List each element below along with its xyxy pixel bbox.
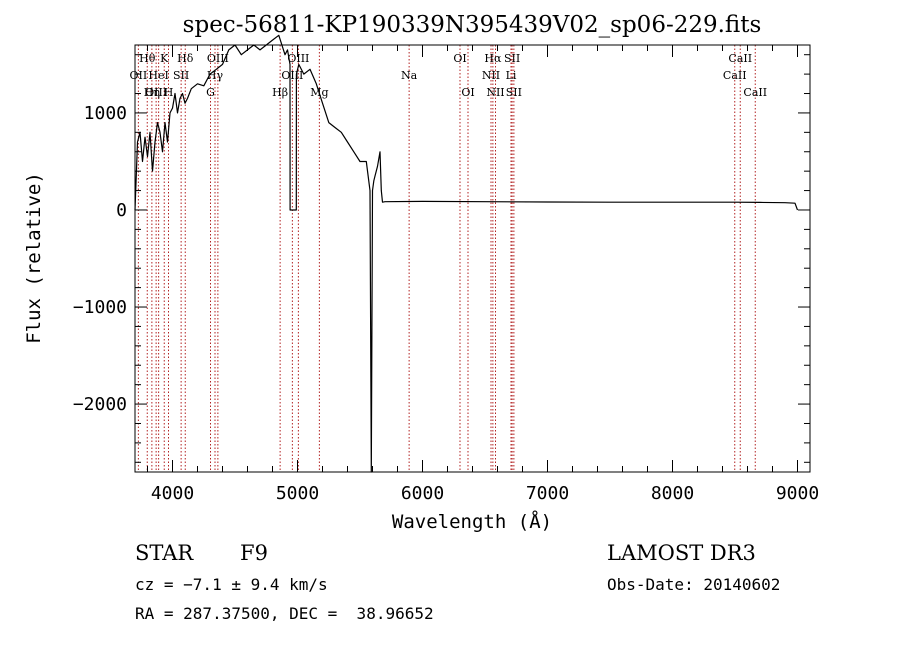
line-marker-label: Hβ: [272, 86, 288, 99]
line-marker-label: OIII: [145, 86, 167, 99]
y-axis: −2000 −1000 0 1000: [73, 54, 810, 463]
plot-frame: [134, 44, 811, 473]
y-tick-label: −1000: [73, 297, 127, 318]
line-marker-label: Hη: [144, 86, 160, 99]
line-marker-label: Hθ: [139, 52, 156, 65]
chart-title: spec-56811-KP190339N395439V02_sp06-229.f…: [183, 12, 762, 38]
coordinates-readout: RA = 287.37500, DEC = 38.96652: [135, 604, 434, 623]
line-markers: [137, 45, 756, 472]
x-tick-label: 9000: [776, 483, 819, 504]
line-marker-label: NII: [482, 69, 500, 82]
line-marker-label: CaII: [728, 52, 752, 65]
object-class: STAR: [135, 541, 194, 565]
y-tick-label: −2000: [73, 394, 127, 415]
line-marker-label: Na: [401, 69, 418, 82]
line-marker-label: CaII: [723, 69, 747, 82]
x-tick-label: 8000: [651, 483, 694, 504]
line-marker-label: OI: [453, 52, 466, 65]
line-marker-label: K: [160, 52, 169, 65]
line-marker-label: SII: [173, 69, 189, 82]
x-axis: 4000 5000 6000 7000 8000 9000: [147, 45, 819, 504]
line-marker-label: CaII: [743, 86, 767, 99]
obs-date: Obs-Date: 20140602: [607, 575, 780, 594]
y-tick-label: 0: [116, 200, 127, 221]
y-axis-label: Flux (relative): [23, 172, 45, 344]
survey-name: LAMOST DR3: [607, 541, 756, 565]
x-tick-label: 7000: [526, 483, 569, 504]
object-subclass: F9: [240, 541, 268, 565]
line-marker-label: SII: [506, 86, 522, 99]
x-tick-label: 5000: [276, 483, 319, 504]
series-line-flux: [134, 34, 799, 473]
line-marker-label: SII: [504, 52, 520, 65]
line-marker-label: OI: [461, 86, 474, 99]
line-marker-label: NII: [486, 86, 504, 99]
y-tick-label: 1000: [84, 103, 127, 124]
redshift-readout: cz = −7.1 ± 9.4 km/s: [135, 575, 328, 594]
line-marker-label: G: [206, 86, 215, 99]
line-marker-label: OIII: [287, 52, 309, 65]
line-marker-label: Hγ: [207, 69, 224, 82]
line-marker-label: OIII: [281, 69, 303, 82]
flux-series: [134, 34, 799, 473]
line-marker-label: Hδ: [177, 52, 194, 65]
line-marker-label: Li: [506, 69, 517, 82]
line-marker-label: HeI: [148, 69, 168, 82]
x-tick-label: 4000: [151, 483, 194, 504]
line-marker-label: H: [164, 86, 174, 99]
x-tick-label: 6000: [401, 483, 444, 504]
line-marker-label: OII: [130, 69, 148, 82]
line-marker-label: Hα: [484, 52, 502, 65]
x-axis-label: Wavelength (Å): [392, 510, 552, 533]
